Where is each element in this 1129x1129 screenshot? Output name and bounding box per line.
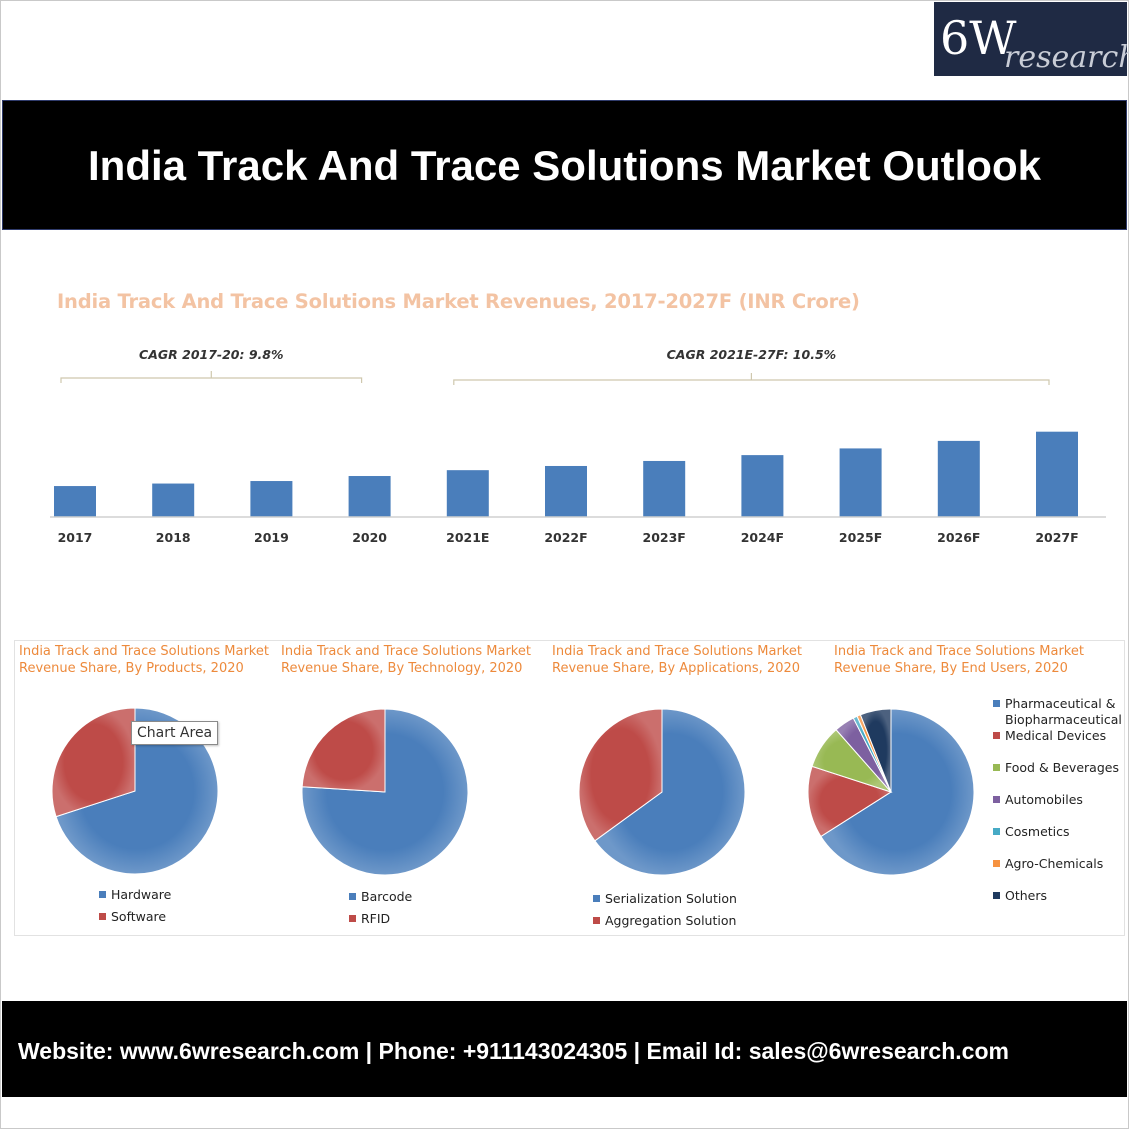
bar-2017 [54,486,96,517]
bar-chart: 2017 2018 2019 2020 2021E 2022F 2023F 2024F 2025… [50,347,1106,545]
bar-2022F [545,465,587,517]
pie-technology-legend: Barcode RFID [349,889,412,933]
x-tick-label: 2023F [643,530,686,545]
cagr-label: CAGR 2017-20: 9.8% [139,347,283,362]
pie-slice-1 [51,707,136,818]
legend-swatch [99,913,106,920]
pie-slice-1 [807,765,893,838]
pie-charts-panel [14,640,1125,936]
legend-label: Pharmaceutical & Biopharmaceutical [1005,696,1122,727]
legend-item: Food & Beverages [993,760,1121,792]
legend-swatch [593,895,600,902]
x-tick-label: 2027F [1035,530,1078,545]
cagr-bracket [60,371,363,383]
bar-2020 [348,476,391,517]
pie-applications-title: India Track and Trace Solutions Market R… [552,644,802,676]
legend-label: Cosmetics [1005,824,1070,839]
legend-swatch [593,917,600,924]
bar-2018 [152,483,195,517]
legend-label: Others [1005,888,1048,903]
legend-item: Medical Devices [993,728,1121,760]
pie-end-users [807,708,975,876]
x-tick-label: 2024F [741,530,784,545]
x-tick-label: 2017 [58,530,93,545]
footer-contact: Website: www.6wresearch.com | Phone: +91… [18,1038,1009,1064]
cagr-bracket [453,373,1050,385]
cagr-label: CAGR 2021E-27F: 10.5% [667,347,837,362]
legend-label: Aggregation Solution [605,913,737,928]
pie-end-users-legend: Pharmaceutical & Biopharmaceutical Medica… [993,696,1122,920]
footer-bar: Website: www.6wresearch.com | Phone: +91… [2,1001,1127,1097]
legend-label: Medical Devices [1005,728,1107,743]
x-tick-label: 2019 [254,530,289,545]
pie-slice-0 [594,708,746,876]
x-tick-label: 2018 [156,530,191,545]
legend-swatch [349,915,356,922]
bar-2025F [839,448,882,517]
legend-item: Others [993,888,1121,920]
chart-area-tooltip: Chart Area [131,721,219,745]
legend-label: Barcode [361,889,413,904]
legend-item: Hardware [99,887,171,909]
legend-item: Cosmetics [993,824,1121,856]
legend-label: Serialization Solution [605,891,737,906]
x-tick-label: 2026F [937,530,980,545]
pie-technology-title: India Track and Trace Solutions Market R… [281,644,531,676]
legend-label: Software [111,909,167,924]
pie-applications-legend: Serialization Solution Aggregation Soluti… [593,891,737,935]
legend-swatch [993,828,1000,835]
logo-sub-text: research [1004,40,1129,75]
x-tick-label: 2021E [446,530,489,545]
legend-label: RFID [361,911,391,926]
pie-slice-0 [820,708,975,876]
pie-slice-6 [859,708,892,793]
legend-swatch [993,700,1000,707]
bar-2021E [446,470,489,517]
x-tick-label: 2020 [352,530,387,545]
legend-item: Aggregation Solution [593,913,737,935]
pie-slice-0 [301,708,469,876]
bar-2027F [1036,431,1078,517]
legend-item: Automobiles [993,792,1121,824]
legend-label: Agro-Chemicals [1005,856,1104,871]
pie-end-users-title: India Track and Trace Solutions Market R… [834,644,1084,676]
title-banner: India Track And Trace Solutions Market O… [2,100,1127,230]
legend-item: Agro-Chemicals [993,856,1121,888]
pie-applications [578,708,746,876]
pie-products-title: India Track and Trace Solutions Market R… [19,644,269,676]
x-tick-label: 2022F [544,530,587,545]
legend-swatch [993,764,1000,771]
x-tick-label: 2025F [839,530,882,545]
pie-slice-1 [578,708,663,842]
legend-swatch [993,860,1000,867]
legend-item: Pharmaceutical & Biopharmaceutical [993,696,1122,728]
legend-label: Hardware [111,887,172,902]
pie-products-legend: Hardware Software [99,887,171,931]
legend-swatch [349,893,356,900]
legend-item: Barcode [349,889,412,911]
legend-label: Food & Beverages [1005,760,1119,775]
legend-item: Software [99,909,171,931]
pie-products [51,707,219,875]
legend-swatch [993,732,1000,739]
company-logo: 6W research [934,2,1129,76]
legend-swatch [99,891,106,898]
bar-2026F [937,440,980,517]
legend-label: Automobiles [1005,792,1083,807]
legend-item: Serialization Solution [593,891,737,913]
bar-2024F [741,455,784,517]
legend-swatch [993,796,1000,803]
page-title: India Track And Trace Solutions Market O… [88,142,1041,189]
bar-chart-title: India Track And Trace Solutions Market R… [57,290,860,313]
logo-main-text: 6W [940,11,1017,65]
legend-item: RFID [349,911,412,933]
legend-swatch [993,892,1000,899]
bar-2019 [250,481,293,517]
pie-slice-1 [301,708,386,793]
bar-2023F [643,460,686,517]
pie-technology [301,708,469,876]
